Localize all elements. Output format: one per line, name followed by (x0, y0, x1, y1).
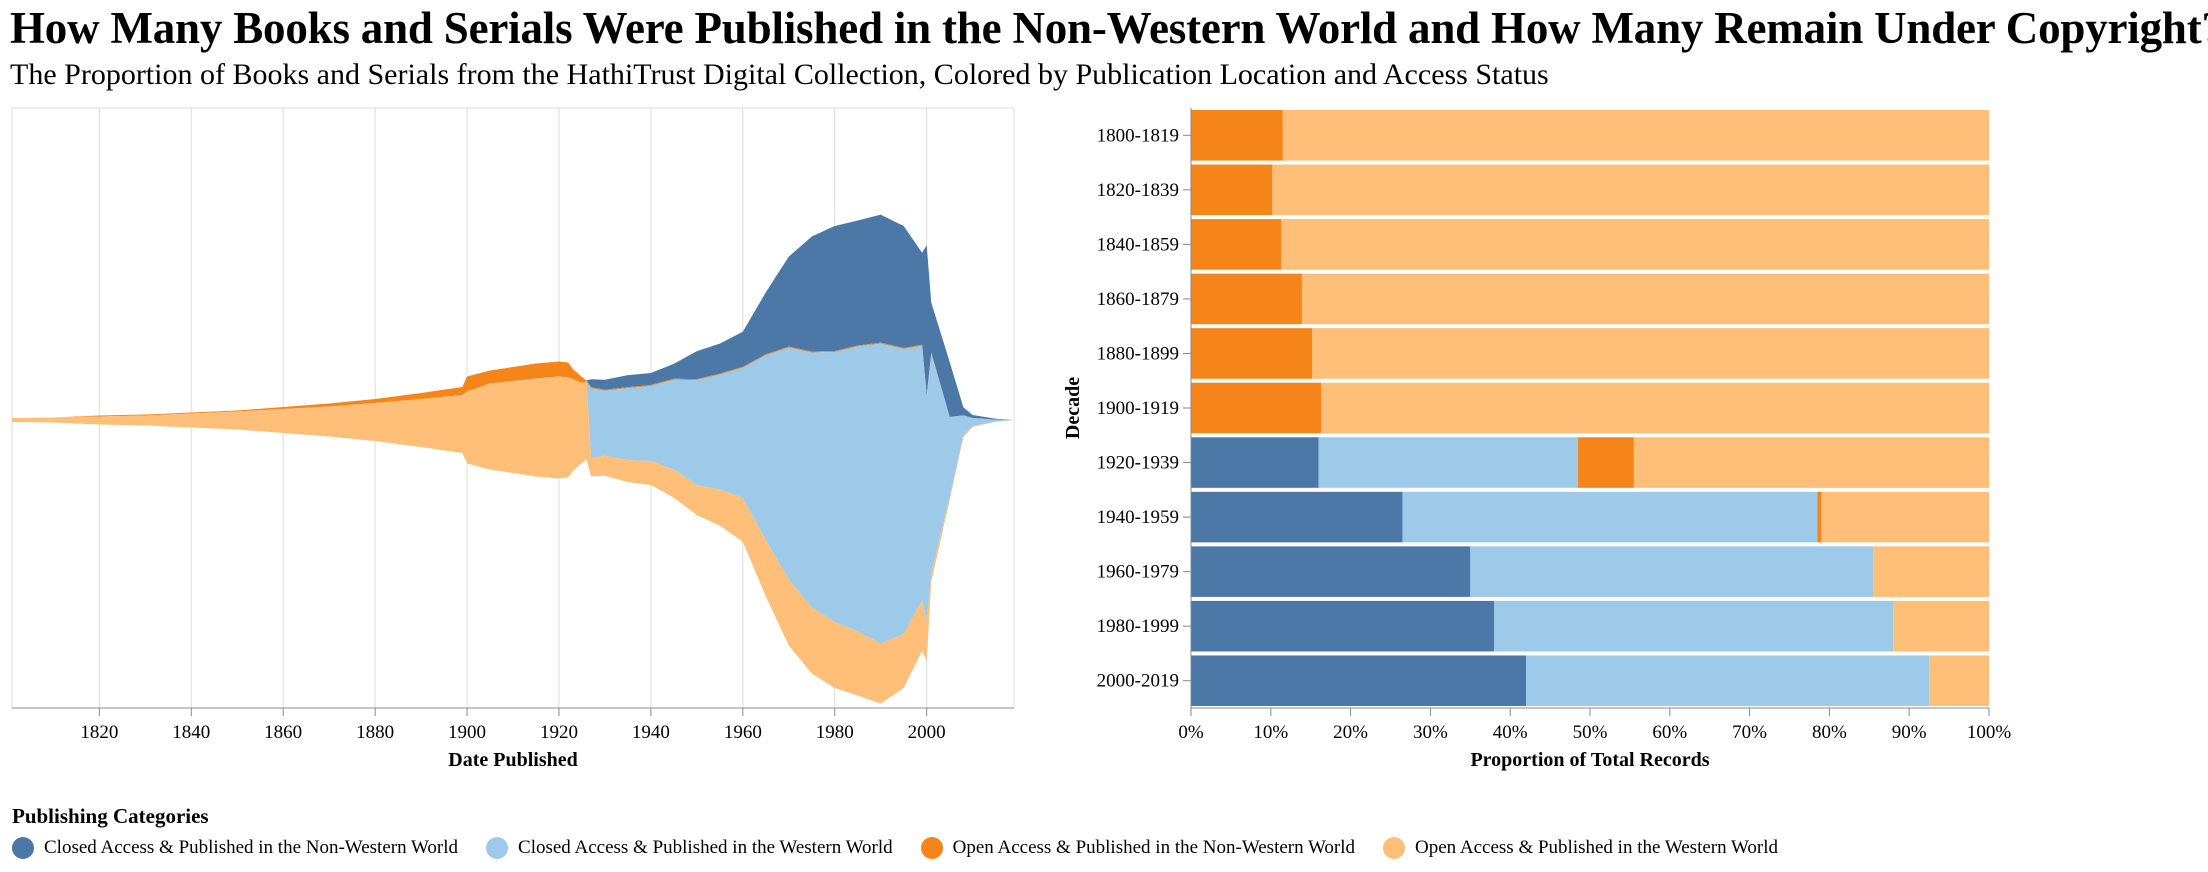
streamgraph-panel: 1820 1840 1860 1880 1900 1920 1940 1960 1980 2000… (11, 107, 1015, 771)
bar (1873, 546, 1989, 597)
legend-swatch-icon (486, 837, 509, 859)
legend-title: Publishing Categories (12, 804, 209, 828)
legend-label: Closed Access & Published in the Western… (518, 837, 893, 858)
x-axis-title: Date Published (448, 749, 577, 771)
bar (1191, 491, 1403, 543)
y-tick-label: 1840-1859 (1097, 234, 1179, 255)
x-tick-label: 1920 (540, 722, 578, 743)
x-tick-label: 20% (1333, 722, 1368, 743)
legend: Publishing Categories Closed Access & Pu… (12, 804, 1806, 859)
x-tick-label: 90% (1892, 722, 1927, 743)
y-tick-label: 1940-1959 (1097, 507, 1179, 528)
x-tick-label: 80% (1812, 722, 1847, 743)
x-tick-label: 10% (1253, 722, 1288, 743)
bar (1191, 273, 1302, 325)
y-tick-label: 1860-1879 (1097, 289, 1179, 310)
legend-label: Open Access & Published in the Non-Weste… (952, 837, 1356, 858)
bar (1321, 382, 1989, 434)
bar (1318, 437, 1579, 488)
legend-item-open-western[interactable]: Open Access & Published in the Western W… (1383, 837, 1778, 859)
y-axis-title: Decade (1062, 377, 1084, 439)
bar (1191, 546, 1471, 597)
bar (1817, 491, 1822, 543)
bar (1191, 328, 1313, 379)
bar (1893, 600, 1989, 652)
bar (1191, 600, 1495, 652)
legend-swatch-icon (12, 837, 34, 859)
bar-panel: 1800-1819 1820-1839 1840-1859 1860-1879 1880… (1062, 108, 2011, 771)
bar (1494, 600, 1894, 652)
x-tick-label: 1860 (264, 722, 302, 743)
x-tick-label: 1940 (632, 722, 670, 743)
y-tick-label: 1920-1939 (1097, 453, 1179, 474)
bar (1821, 491, 1989, 543)
bar (1191, 219, 1282, 270)
y-tick-label: 1820-1839 (1097, 180, 1179, 201)
legend-label: Closed Access & Published in the Non-Wes… (44, 837, 459, 858)
bar (1633, 437, 1989, 488)
x-tick-label: 1820 (80, 722, 118, 743)
x-tick-label: 1840 (172, 722, 210, 743)
bar (1929, 655, 1989, 706)
x-tick-label: 2000 (908, 722, 946, 743)
legend-item-closed-non-western[interactable]: Closed Access & Published in the Non-Wes… (12, 837, 458, 859)
bar (1301, 273, 1989, 325)
legend-swatch-icon (1383, 837, 1406, 859)
y-tick-label: 1960-1979 (1097, 562, 1179, 583)
x-tick-label: 40% (1493, 722, 1528, 743)
bar (1191, 164, 1273, 216)
x-tick-label: 1880 (356, 722, 394, 743)
area-series (12, 376, 1014, 704)
x-tick-label: 1960 (724, 722, 762, 743)
y-tick-label: 1880-1899 (1097, 343, 1179, 364)
chart-subtitle: The Proportion of Books and Serials from… (10, 58, 1549, 91)
x-tick-label: 50% (1573, 722, 1608, 743)
bar (1191, 382, 1322, 434)
bar (1402, 491, 1818, 543)
x-tick-label: 70% (1732, 722, 1767, 743)
legend-label: Open Access & Published in the Western W… (1415, 837, 1779, 858)
bar (1281, 219, 1989, 270)
y-tick-label: 1900-1919 (1097, 398, 1179, 419)
bar (1191, 655, 1527, 706)
bar (1312, 328, 1989, 379)
bar (1578, 437, 1634, 488)
x-tick-label: 30% (1413, 722, 1448, 743)
bar (1191, 437, 1319, 488)
bar (1526, 655, 1930, 706)
legend-item-closed-western[interactable]: Closed Access & Published in the Western… (486, 837, 893, 859)
x-tick-label: 1980 (816, 722, 854, 743)
x-axis-title: Proportion of Total Records (1470, 749, 1709, 771)
y-tick-label: 1980-1999 (1097, 616, 1179, 637)
bar (1191, 110, 1283, 161)
y-tick-label: 1800-1819 (1097, 125, 1179, 146)
x-tick-label: 60% (1652, 722, 1687, 743)
area-series (12, 214, 1014, 420)
x-tick-label: 100% (1967, 722, 2012, 743)
bar (1282, 110, 1989, 161)
x-tick-label: 0% (1178, 722, 1204, 743)
legend-item-open-non-western[interactable]: Open Access & Published in the Non-Weste… (920, 837, 1356, 859)
x-tick-label: 1900 (448, 722, 486, 743)
chart-title: How Many Books and Serials Were Publishe… (10, 3, 2208, 53)
y-tick-label: 2000-2019 (1097, 671, 1179, 692)
bar (1470, 546, 1874, 597)
legend-swatch-icon (920, 837, 943, 859)
bar (1272, 164, 1989, 216)
area-series (12, 343, 1014, 644)
